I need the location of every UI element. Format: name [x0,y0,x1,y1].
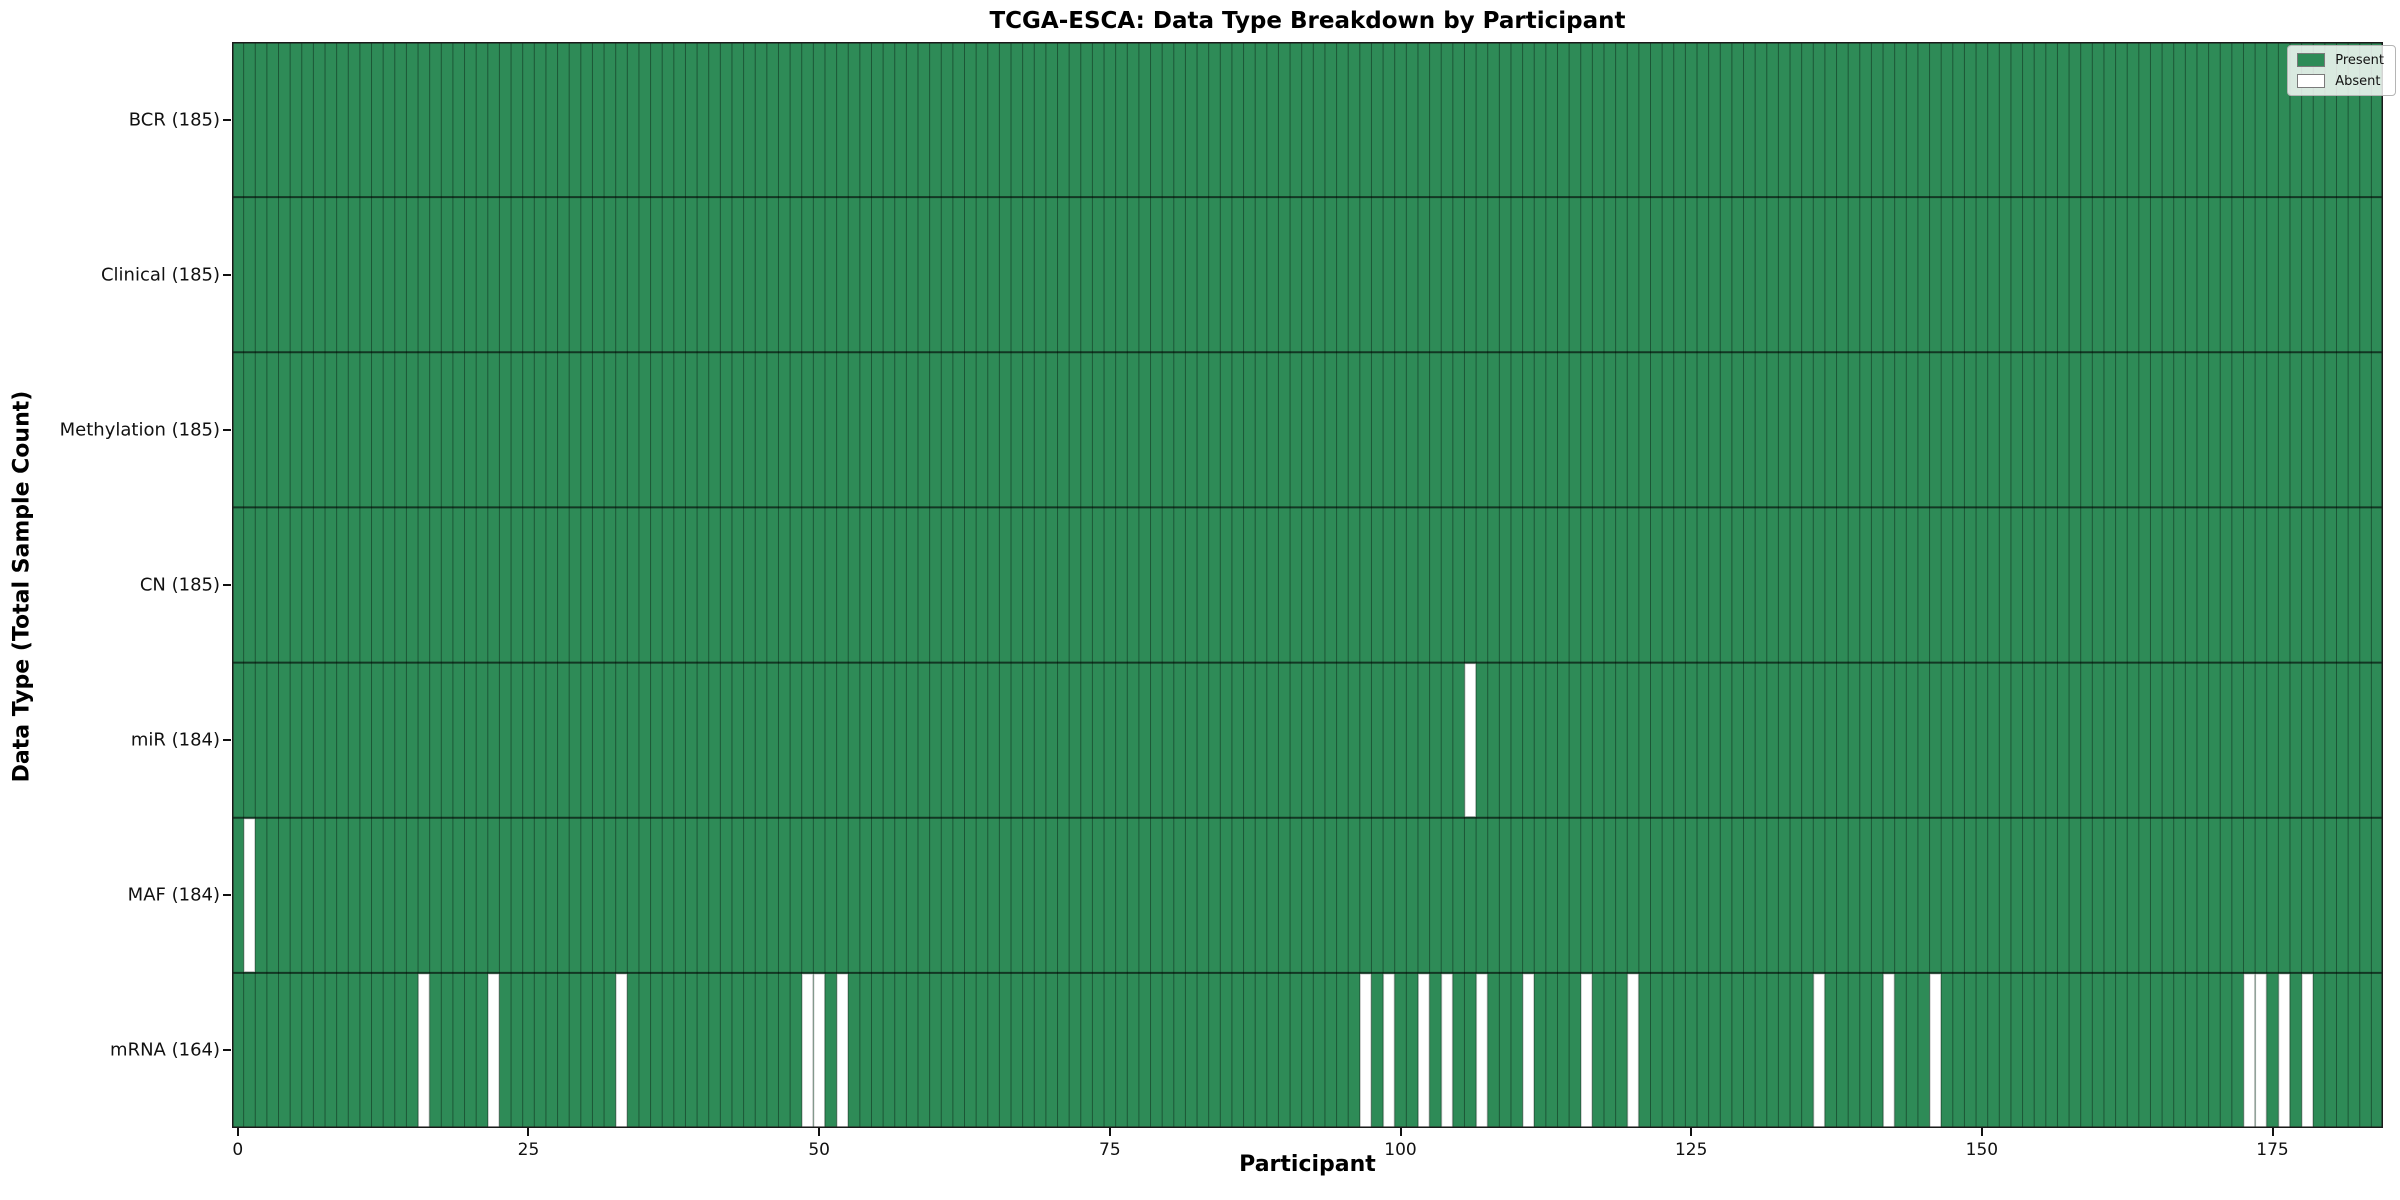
absent-cell [1441,973,1453,1128]
legend-swatch [2297,53,2326,67]
absent-cell [1627,973,1639,1128]
y-tick-mark [223,739,231,742]
absent-cell [813,973,825,1128]
absent-cell [418,973,430,1128]
absent-cell [1929,973,1941,1128]
absent-cell [2243,973,2255,1128]
x-tick-label: 50 [808,1140,830,1160]
x-tick-label: 75 [1099,1140,1121,1160]
x-tick-mark [1108,1128,1111,1136]
x-tick-mark [527,1128,530,1136]
absent-cell [1383,973,1395,1128]
y-tick-label: miR (184) [130,729,220,751]
x-tick-label: 0 [232,1140,244,1160]
x-tick-label: 25 [517,1140,540,1160]
y-tick-mark [223,273,231,276]
heatmap-plot-area [231,42,2384,1128]
absent-cell [615,973,628,1128]
x-tick-label: 100 [1384,1140,1417,1160]
x-tick-mark [1399,1128,1402,1136]
absent-cell [243,818,256,973]
x-tick-mark [236,1128,239,1136]
x-tick-mark [2271,1128,2274,1136]
absent-cell [836,973,849,1128]
y-tick-label: Methylation (185) [59,419,220,441]
present-background [232,42,2383,1128]
absent-cell [1522,973,1535,1128]
plot-spine [232,42,2383,1128]
legend-item: Present [2297,53,2384,67]
y-tick-mark [223,118,231,121]
y-tick-mark [223,428,231,431]
absent-cell [2278,973,2290,1128]
x-tick-mark [1980,1128,1983,1136]
absent-cell [487,973,500,1128]
absent-cell [2255,973,2267,1128]
x-tick-label: 125 [1674,1140,1708,1160]
absent-cell [1883,973,1895,1128]
y-tick-mark [223,894,231,897]
heatmap-grid [231,42,2384,1128]
legend-label: Absent [2335,73,2381,89]
x-tick-mark [818,1128,821,1136]
y-tick-mark [223,584,231,586]
y-tick-label: Clinical (185) [100,264,220,286]
absent-cell [2301,973,2314,1128]
y-tick-label: mRNA (164) [110,1039,220,1061]
absent-cell [1476,973,1488,1128]
legend: Present Absent [2287,45,2396,96]
legend-item: Absent [2297,74,2384,88]
y-tick-label: BCR (185) [128,109,220,131]
x-tick-mark [1690,1128,1693,1136]
chart-title: TCGA-ESCA: Data Type Breakdown by Partic… [989,8,1626,34]
absent-cell [1360,973,1372,1128]
x-axis-label: Participant [1239,1152,1376,1177]
legend-label: Present [2335,52,2384,68]
absent-cell [1813,973,1825,1128]
absent-cell [801,973,814,1128]
x-tick-label: 150 [1965,1140,1999,1160]
absent-cell [1580,973,1593,1128]
y-tick-label: CN (185) [139,574,220,596]
y-tick-label: MAF (184) [127,884,220,906]
absent-cell [1464,663,1476,817]
absent-cell [1418,973,1430,1128]
legend-swatch [2297,74,2326,88]
x-tick-label: 175 [2256,1140,2289,1160]
y-tick-mark [223,1049,231,1052]
